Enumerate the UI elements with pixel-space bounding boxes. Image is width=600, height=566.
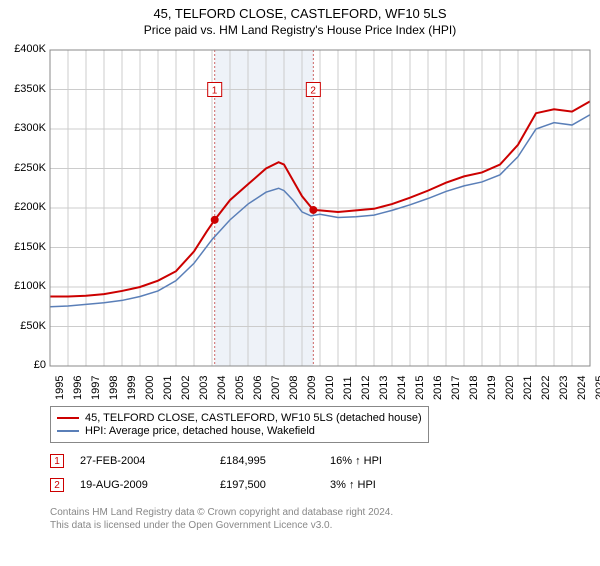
legend-item: 45, TELFORD CLOSE, CASTLEFORD, WF10 5LS … xyxy=(57,412,422,424)
x-tick-label: 2017 xyxy=(450,376,462,400)
x-tick-label: 2008 xyxy=(288,376,300,400)
y-tick-label: £50K xyxy=(4,320,46,332)
x-tick-label: 2018 xyxy=(468,376,480,400)
legend-item: HPI: Average price, detached house, Wake… xyxy=(57,425,422,437)
y-tick-label: £250K xyxy=(4,162,46,174)
x-tick-label: 2025 xyxy=(594,376,600,400)
sale-price: £184,995 xyxy=(220,455,320,467)
y-tick-label: £350K xyxy=(4,83,46,95)
sale-date: 27-FEB-2004 xyxy=(80,455,200,467)
x-tick-label: 2002 xyxy=(180,376,192,400)
sale-delta: 3% ↑ HPI xyxy=(330,479,450,491)
y-tick-label: £300K xyxy=(4,122,46,134)
x-tick-label: 1999 xyxy=(126,376,138,400)
x-tick-label: 2004 xyxy=(216,376,228,400)
sale-row: 1 27-FEB-2004 £184,995 16% ↑ HPI xyxy=(50,454,590,468)
x-tick-label: 2003 xyxy=(198,376,210,400)
legend-swatch xyxy=(57,417,79,419)
sale-marker-icon: 1 xyxy=(50,454,64,468)
x-tick-label: 2014 xyxy=(396,376,408,400)
x-tick-label: 2012 xyxy=(360,376,372,400)
price-chart: 12 xyxy=(0,6,600,406)
sale-date: 19-AUG-2009 xyxy=(80,479,200,491)
x-tick-label: 2022 xyxy=(540,376,552,400)
x-tick-label: 2021 xyxy=(522,376,534,400)
x-tick-label: 2006 xyxy=(252,376,264,400)
y-tick-label: £200K xyxy=(4,201,46,213)
x-tick-label: 2007 xyxy=(270,376,282,400)
legend-label: HPI: Average price, detached house, Wake… xyxy=(85,425,315,437)
x-tick-label: 2024 xyxy=(576,376,588,400)
svg-text:1: 1 xyxy=(212,86,218,97)
legend-label: 45, TELFORD CLOSE, CASTLEFORD, WF10 5LS … xyxy=(85,412,422,424)
sale-row: 2 19-AUG-2009 £197,500 3% ↑ HPI xyxy=(50,478,590,492)
x-tick-label: 2016 xyxy=(432,376,444,400)
x-tick-label: 2010 xyxy=(324,376,336,400)
x-tick-label: 1995 xyxy=(54,376,66,400)
sale-marker-icon: 2 xyxy=(50,478,64,492)
sale-price: £197,500 xyxy=(220,479,320,491)
sale-delta: 16% ↑ HPI xyxy=(330,455,450,467)
x-tick-label: 2023 xyxy=(558,376,570,400)
x-tick-label: 2019 xyxy=(486,376,498,400)
x-tick-label: 2009 xyxy=(306,376,318,400)
x-tick-label: 2020 xyxy=(504,376,516,400)
x-tick-label: 2001 xyxy=(162,376,174,400)
footer-attribution: Contains HM Land Registry data © Crown c… xyxy=(50,506,393,532)
x-tick-label: 2005 xyxy=(234,376,246,400)
x-tick-label: 2013 xyxy=(378,376,390,400)
x-tick-label: 1997 xyxy=(90,376,102,400)
footer-line1: Contains HM Land Registry data © Crown c… xyxy=(50,506,393,519)
x-tick-label: 2011 xyxy=(342,376,354,400)
footer-line2: This data is licensed under the Open Gov… xyxy=(50,519,393,532)
y-tick-label: £100K xyxy=(4,280,46,292)
x-tick-label: 2015 xyxy=(414,376,426,400)
svg-text:2: 2 xyxy=(310,86,316,97)
x-tick-label: 2000 xyxy=(144,376,156,400)
x-tick-label: 1996 xyxy=(72,376,84,400)
legend: 45, TELFORD CLOSE, CASTLEFORD, WF10 5LS … xyxy=(50,406,429,443)
y-tick-label: £150K xyxy=(4,241,46,253)
x-tick-label: 1998 xyxy=(108,376,120,400)
y-tick-label: £0 xyxy=(4,359,46,371)
legend-swatch xyxy=(57,430,79,432)
y-tick-label: £400K xyxy=(4,43,46,55)
